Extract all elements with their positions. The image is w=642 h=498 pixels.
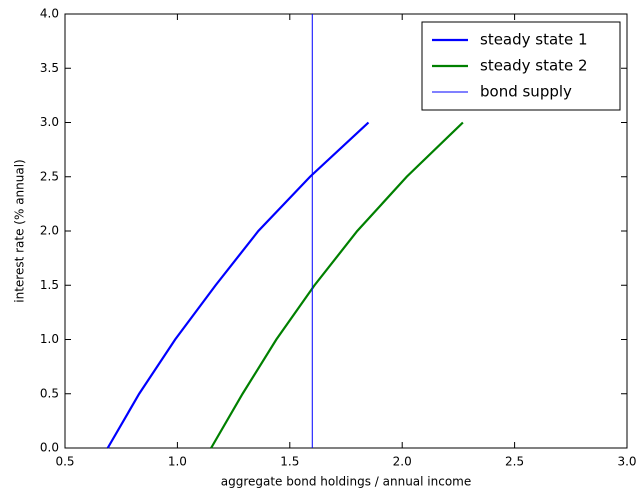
series-line bbox=[210, 121, 464, 449]
y-tick-label: 2.0 bbox=[40, 224, 59, 238]
x-tick-label: 3.0 bbox=[617, 455, 636, 469]
y-tick-label: 1.5 bbox=[40, 278, 59, 292]
legend-label: bond supply bbox=[480, 83, 572, 101]
y-tick-label: 2.5 bbox=[40, 169, 59, 183]
x-tick-label: 1.5 bbox=[280, 455, 299, 469]
x-axis-label: aggregate bond holdings / annual income bbox=[221, 475, 472, 489]
x-tick-label: 2.0 bbox=[393, 455, 412, 469]
y-axis-label: interest rate (% annual) bbox=[13, 159, 27, 302]
legend-label: steady state 2 bbox=[480, 57, 588, 75]
legend-label: steady state 1 bbox=[480, 31, 588, 49]
x-tick-label: 2.5 bbox=[505, 455, 524, 469]
y-tick-label: 1.0 bbox=[40, 332, 59, 346]
y-tick-label: 0.0 bbox=[40, 441, 59, 455]
y-tick-label: 4.0 bbox=[40, 7, 59, 21]
y-tick-label: 0.5 bbox=[40, 386, 59, 400]
y-tick-label: 3.5 bbox=[40, 61, 59, 75]
y-tick-label: 3.0 bbox=[40, 115, 59, 129]
x-tick-label: 0.5 bbox=[55, 455, 74, 469]
x-tick-label: 1.0 bbox=[168, 455, 187, 469]
series-line bbox=[106, 121, 370, 449]
